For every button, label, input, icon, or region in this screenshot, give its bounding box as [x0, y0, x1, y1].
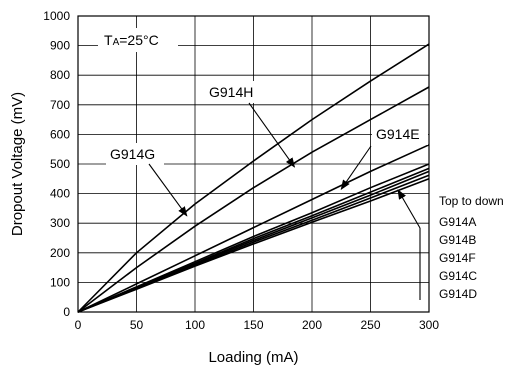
x-tick-label: 300 [419, 318, 439, 332]
label-box-g914g [106, 143, 164, 165]
x-axis-title: Loading (mA) [208, 349, 298, 366]
y-tick-label: 900 [50, 39, 70, 53]
leader-arrow-g914h [248, 102, 296, 168]
leader-arrow-g914g [148, 163, 188, 217]
x-tick-label: 200 [302, 318, 322, 332]
x-tick-label: 150 [243, 318, 263, 332]
y-tick-label: 800 [50, 68, 70, 82]
x-tick-label: 250 [360, 318, 380, 332]
label-box-g914e [372, 123, 428, 145]
x-tick-label: 0 [75, 318, 82, 332]
series-label-g914e: G914E [376, 126, 420, 142]
order-caption-box [433, 188, 519, 310]
x-tick-label: 100 [185, 318, 205, 332]
y-tick-label: 700 [50, 98, 70, 112]
series-line-g914d [77, 178, 430, 313]
leader-arrow-g914e [340, 145, 372, 190]
order-item-g914a: G914A [439, 215, 476, 229]
series-line-g914e [77, 144, 430, 313]
order-item-g914d: G914D [439, 287, 477, 301]
y-axis-title: Dropout Voltage (mV) [9, 92, 26, 236]
y-tick-label: 400 [50, 187, 70, 201]
y-tick-label: 1000 [43, 9, 70, 23]
order-item-g914c: G914C [439, 269, 477, 283]
y-tick-label: 0 [63, 305, 70, 319]
leader-arrow-bundle [397, 189, 421, 229]
y-tick-label: 500 [50, 157, 70, 171]
order-item-g914b: G914B [439, 233, 476, 247]
y-tick-label: 300 [50, 216, 70, 230]
x-tick-label: 50 [130, 318, 144, 332]
series-line-g914g [77, 43, 430, 313]
label-box-g914h [205, 81, 263, 103]
order-item-g914f: G914F [439, 251, 476, 265]
y-tick-label: 600 [50, 127, 70, 141]
y-tick-label: 100 [50, 275, 70, 289]
y-tick-label: 200 [50, 246, 70, 260]
condition-box [98, 28, 178, 52]
series-label-g914h: G914H [209, 84, 253, 100]
top-to-down-caption: Top to down [439, 194, 504, 208]
series-line-g914h [77, 86, 430, 313]
condition-label: TA=25°C [104, 32, 159, 48]
series-label-g914g: G914G [110, 146, 155, 162]
